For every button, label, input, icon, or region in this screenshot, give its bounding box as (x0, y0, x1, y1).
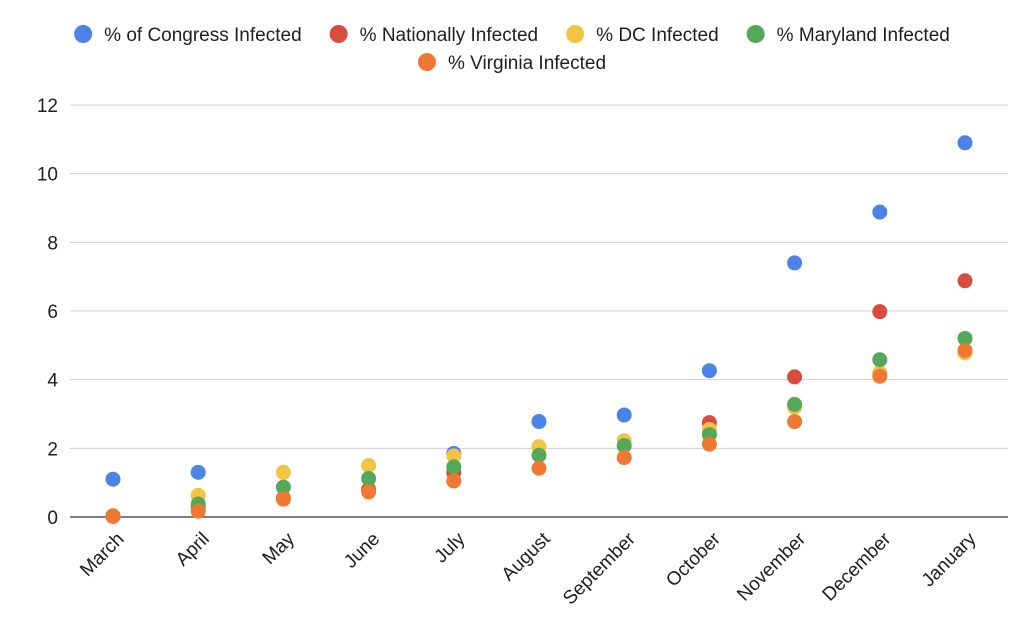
data-point (190, 503, 206, 519)
legend-swatch (417, 53, 436, 71)
data-point (872, 204, 888, 220)
y-tick-label: 12 (37, 96, 58, 117)
legend-swatch (746, 25, 765, 43)
data-points (105, 135, 973, 524)
data-point (446, 459, 462, 475)
y-tick-label: 4 (47, 371, 58, 392)
legend-swatch (566, 25, 585, 43)
legend-item: % Virginia Infected (417, 53, 606, 74)
data-point (105, 508, 121, 524)
data-point (787, 396, 803, 412)
legend-label: % Maryland Infected (777, 25, 950, 46)
x-tick-label: September (559, 528, 640, 609)
x-tick-label: May (259, 528, 300, 569)
legend-item: % Nationally Infected (329, 25, 539, 46)
legend-label: % Nationally Infected (360, 25, 539, 46)
x-tick-label: April (172, 529, 214, 571)
data-point (957, 273, 973, 289)
data-point (616, 407, 632, 423)
y-tick-label: 8 (47, 233, 58, 254)
y-tick-label: 10 (37, 165, 58, 186)
x-tick-label: July (431, 528, 470, 567)
data-point (275, 479, 291, 495)
data-point (616, 438, 632, 454)
y-tick-label: 0 (47, 508, 58, 529)
data-point (872, 368, 888, 384)
data-point (275, 491, 291, 507)
legend-swatch (329, 25, 348, 43)
y-tick-label: 2 (47, 439, 58, 460)
data-point (872, 304, 888, 320)
data-point (787, 369, 803, 385)
x-axis-ticks: March April May June July August September Octo… (76, 528, 981, 609)
data-point (361, 458, 377, 473)
data-point (616, 450, 632, 466)
data-point (701, 363, 717, 379)
x-tick-label: October (662, 528, 725, 591)
x-tick-label: March (76, 529, 128, 581)
x-tick-label: January (918, 528, 981, 591)
data-point (957, 342, 973, 358)
legend: % of Congress Infected % Nationally Infec… (74, 25, 950, 74)
x-tick-label: December (819, 528, 896, 605)
data-point (872, 352, 888, 368)
series-2 (105, 345, 973, 524)
data-point (957, 135, 973, 151)
data-point (275, 464, 291, 480)
data-point (531, 414, 547, 430)
data-point (531, 447, 547, 463)
data-point (190, 464, 206, 480)
y-tick-label: 6 (47, 302, 58, 323)
legend-label: % of Congress Infected (104, 25, 302, 46)
y-axis-ticks: 0 2 4 6 8 10 12 (37, 96, 59, 529)
x-tick-label: August (498, 528, 555, 585)
legend-swatch (74, 25, 93, 43)
x-tick-label: June (340, 529, 384, 573)
data-point (105, 471, 121, 487)
data-point (787, 255, 803, 271)
data-point (957, 330, 973, 346)
legend-item: % of Congress Infected (74, 25, 302, 46)
data-point (361, 471, 377, 487)
data-point (361, 484, 377, 500)
series-4 (105, 342, 973, 524)
y-gridlines (70, 104, 1008, 518)
legend-item: % DC Infected (566, 25, 719, 46)
data-point (531, 460, 547, 476)
x-tick-label: November (733, 528, 810, 605)
legend-item: % Maryland Infected (746, 25, 950, 46)
data-point (787, 414, 803, 430)
legend-label: % DC Infected (596, 25, 719, 46)
data-point (701, 436, 717, 452)
legend-label: % Virginia Infected (448, 53, 606, 74)
data-point (446, 473, 462, 489)
data-point (446, 448, 462, 464)
